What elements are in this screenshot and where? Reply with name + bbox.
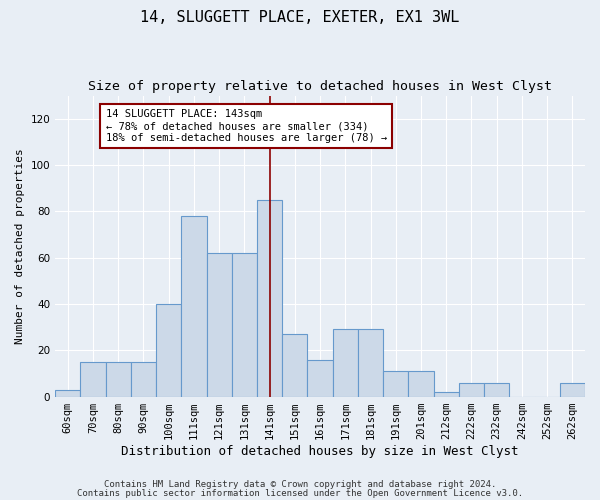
- Bar: [459, 382, 484, 396]
- Bar: [434, 392, 459, 396]
- Bar: [106, 362, 131, 396]
- Bar: [232, 253, 257, 396]
- Text: 14 SLUGGETT PLACE: 143sqm
← 78% of detached houses are smaller (334)
18% of semi: 14 SLUGGETT PLACE: 143sqm ← 78% of detac…: [106, 110, 387, 142]
- Bar: [409, 371, 434, 396]
- Bar: [156, 304, 181, 396]
- X-axis label: Distribution of detached houses by size in West Clyst: Distribution of detached houses by size …: [121, 444, 519, 458]
- Bar: [332, 330, 358, 396]
- Bar: [80, 362, 106, 396]
- Bar: [131, 362, 156, 396]
- Text: 14, SLUGGETT PLACE, EXETER, EX1 3WL: 14, SLUGGETT PLACE, EXETER, EX1 3WL: [140, 10, 460, 25]
- Bar: [560, 382, 585, 396]
- Text: Contains HM Land Registry data © Crown copyright and database right 2024.: Contains HM Land Registry data © Crown c…: [104, 480, 496, 489]
- Bar: [484, 382, 509, 396]
- Bar: [181, 216, 206, 396]
- Bar: [282, 334, 307, 396]
- Title: Size of property relative to detached houses in West Clyst: Size of property relative to detached ho…: [88, 80, 552, 93]
- Text: Contains public sector information licensed under the Open Government Licence v3: Contains public sector information licen…: [77, 488, 523, 498]
- Bar: [257, 200, 282, 396]
- Bar: [307, 360, 332, 397]
- Bar: [55, 390, 80, 396]
- Bar: [206, 253, 232, 396]
- Bar: [383, 371, 409, 396]
- Y-axis label: Number of detached properties: Number of detached properties: [15, 148, 25, 344]
- Bar: [358, 330, 383, 396]
